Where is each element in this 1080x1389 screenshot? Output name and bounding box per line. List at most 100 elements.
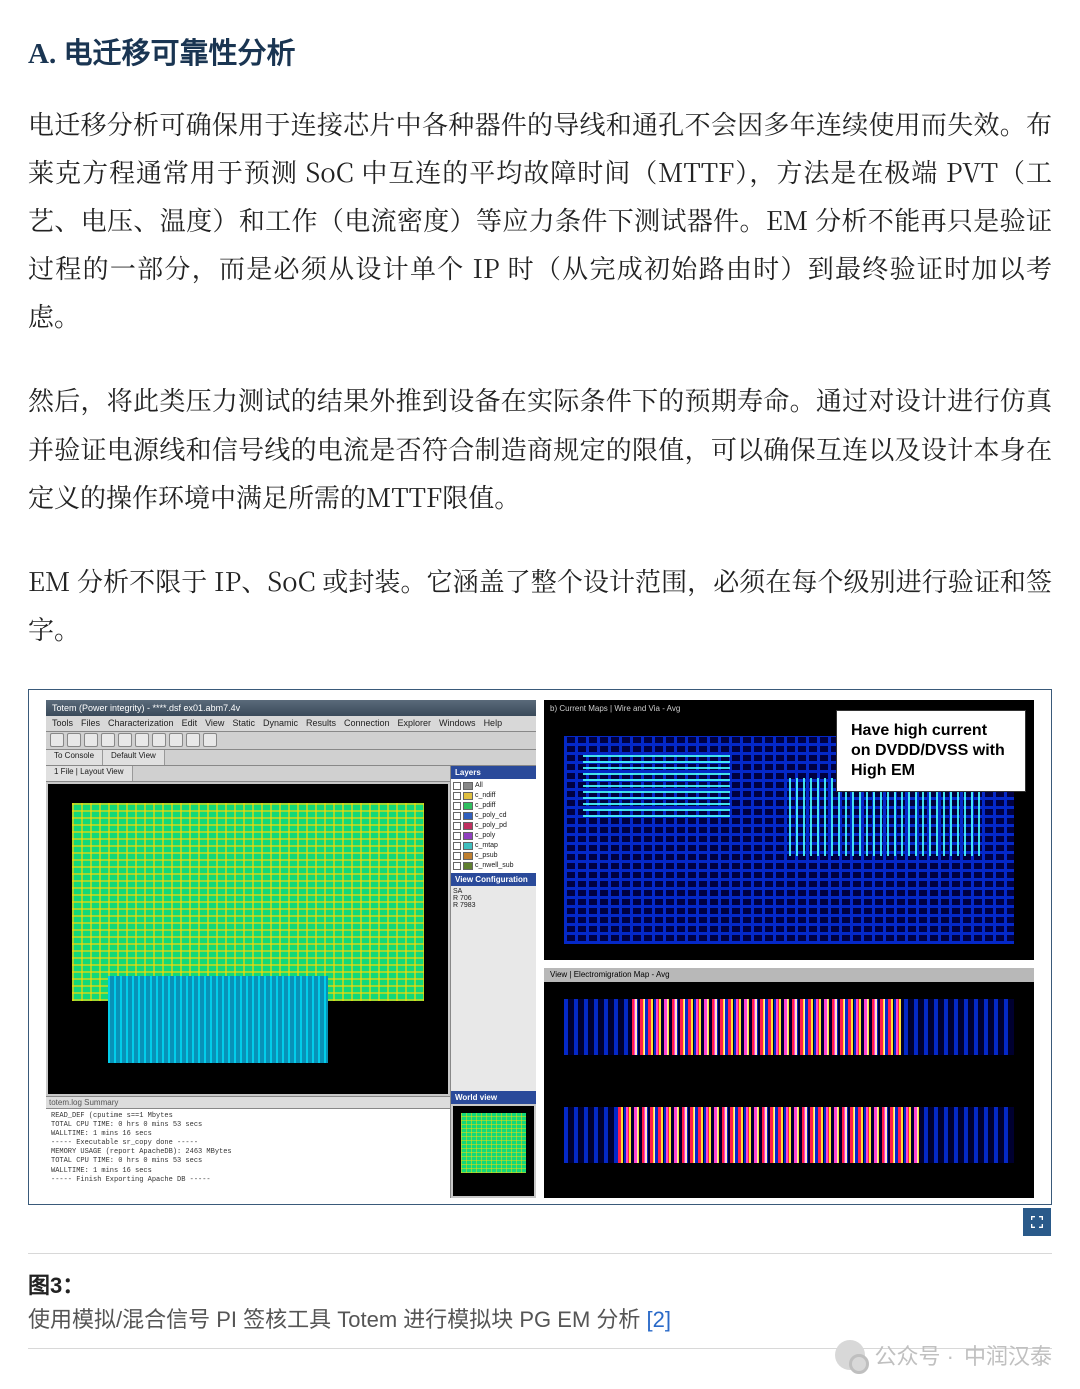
log-line: ----- Executable sr_copy done ----- xyxy=(51,1139,445,1148)
eda-body: 1 File | Layout View totem.log Summary R… xyxy=(46,766,536,1198)
figure-3: Totem (Power integrity) - ****.dsf ex01.… xyxy=(28,689,1052,1205)
mini-map[interactable] xyxy=(453,1106,534,1196)
log-line: WALLTIME: 1 mins 16 secs xyxy=(51,1167,445,1176)
eda-menubar: Tools Files Characterization Edit View S… xyxy=(46,716,536,732)
toolbar-icon[interactable] xyxy=(203,733,217,747)
layer-checkbox[interactable] xyxy=(453,832,461,840)
layer-checkbox[interactable] xyxy=(453,792,461,800)
toolbar-icon[interactable] xyxy=(101,733,115,747)
current-map-title: b) Current Maps | Wire and Via - Avg xyxy=(550,704,680,713)
menu-item[interactable]: Dynamic xyxy=(263,718,298,728)
em-map-body xyxy=(544,982,1034,1198)
layer-checkbox[interactable] xyxy=(453,862,461,870)
view-config-body: SA R 706 R 7983 xyxy=(451,886,536,1091)
layer-swatch xyxy=(463,832,473,840)
layer-row[interactable]: c_ndiff xyxy=(453,791,534,801)
menu-item[interactable]: Results xyxy=(306,718,336,728)
menu-item[interactable]: View xyxy=(205,718,224,728)
layer-label: All xyxy=(475,782,483,789)
menu-item[interactable]: Edit xyxy=(182,718,198,728)
paragraph-3: EM 分析不限于 IP、SoC 或封装。它涵盖了整个设计范围，必须在每个级别进行… xyxy=(28,557,1052,653)
expand-figure-button[interactable] xyxy=(1023,1208,1051,1236)
mini-chip xyxy=(461,1113,526,1173)
menu-item[interactable]: Explorer xyxy=(398,718,432,728)
menu-item[interactable]: Help xyxy=(484,718,503,728)
watermark-prefix: 公众号 · xyxy=(875,1339,954,1371)
toolbar-icon[interactable] xyxy=(50,733,64,747)
config-line: R 706 xyxy=(453,895,534,902)
layer-swatch xyxy=(463,782,473,790)
layer-checkbox[interactable] xyxy=(453,802,461,810)
layer-row[interactable]: c_nwell_sub xyxy=(453,861,534,871)
layer-label: c_poly_pd xyxy=(475,822,507,829)
layer-checkbox[interactable] xyxy=(453,852,461,860)
layer-label: c_psub xyxy=(475,852,498,859)
menu-item[interactable]: Connection xyxy=(344,718,390,728)
eda-left-pane: 1 File | Layout View totem.log Summary R… xyxy=(46,766,450,1198)
eda-side-tabs: 1 File | Layout View xyxy=(46,766,450,782)
log-line: READ_DEF (cputime s==1 Mbytes xyxy=(51,1112,445,1121)
log-tabs[interactable]: totem.log Summary xyxy=(46,1096,450,1108)
watermark-name: 中润汉泰 xyxy=(964,1339,1052,1371)
world-view-header: World view xyxy=(451,1091,536,1104)
toolbar-icon[interactable] xyxy=(84,733,98,747)
em-hotspot xyxy=(618,1107,922,1163)
layer-swatch xyxy=(463,802,473,810)
layer-label: c_poly_cd xyxy=(475,812,507,819)
chip-sub-block xyxy=(108,976,328,1063)
layer-checkbox[interactable] xyxy=(453,842,461,850)
layer-row[interactable]: c_poly_pd xyxy=(453,821,534,831)
caption-text: 使用模拟/混合信号 PI 签核工具 Totem 进行模拟块 PG EM 分析 [… xyxy=(28,1302,1052,1334)
layer-label: c_mtap xyxy=(475,842,498,849)
layer-swatch xyxy=(463,822,473,830)
layer-row[interactable]: c_mtap xyxy=(453,841,534,851)
citation-link[interactable]: [2] xyxy=(647,1307,671,1332)
layer-checkbox[interactable] xyxy=(453,812,461,820)
watermark: 公众号 · 中润汉泰 xyxy=(835,1339,1052,1371)
figure-grid: Totem (Power integrity) - ****.dsf ex01.… xyxy=(39,700,1041,1198)
tab-console[interactable]: To Console xyxy=(46,750,103,765)
log-line: TOTAL CPU TIME: 0 hrs 0 mins 53 secs xyxy=(51,1157,445,1166)
eda-right-pane: Layers Allc_ndiffc_pdiffc_poly_cdc_poly_… xyxy=(450,766,536,1198)
wechat-icon xyxy=(835,1340,865,1370)
layer-row[interactable]: c_poly xyxy=(453,831,534,841)
tab-default-view[interactable]: Default View xyxy=(103,750,165,765)
log-line: TOTAL CPU TIME: 0 hrs 0 mins 53 secs xyxy=(51,1121,445,1130)
layer-label: c_pdiff xyxy=(475,802,496,809)
layer-row[interactable]: All xyxy=(453,781,534,791)
layer-row[interactable]: c_poly_cd xyxy=(453,811,534,821)
layer-row[interactable]: c_psub xyxy=(453,851,534,861)
section-heading: A. 电迁移可靠性分析 xyxy=(28,30,1052,72)
menu-item[interactable]: Windows xyxy=(439,718,476,728)
log-line: MEMORY USAGE (report ApacheDB): 2463 MBy… xyxy=(51,1148,445,1157)
layer-row[interactable]: c_pdiff xyxy=(453,801,534,811)
layer-swatch xyxy=(463,852,473,860)
caption-label: 图3： xyxy=(28,1268,1052,1300)
layer-checkbox[interactable] xyxy=(453,782,461,790)
layout-canvas[interactable] xyxy=(48,784,448,1094)
menu-item[interactable]: Characterization xyxy=(108,718,174,728)
menu-item[interactable]: Files xyxy=(81,718,100,728)
toolbar-icon[interactable] xyxy=(118,733,132,747)
layer-swatch xyxy=(463,842,473,850)
eda-tool-window: Totem (Power integrity) - ****.dsf ex01.… xyxy=(46,700,536,1198)
callout-box: Have high current on DVDD/DVSS with High… xyxy=(836,710,1026,792)
toolbar-icon[interactable] xyxy=(186,733,200,747)
log-line: ----- Finish Exporting Apache DB ----- xyxy=(51,1176,445,1185)
toolbar-icon[interactable] xyxy=(169,733,183,747)
config-line: R 7983 xyxy=(453,902,534,909)
eda-toolbar xyxy=(46,732,536,750)
menu-item[interactable]: Tools xyxy=(52,718,73,728)
current-hotspot xyxy=(583,752,730,817)
menu-item[interactable]: Static xyxy=(232,718,255,728)
caption-text-body: 使用模拟/混合信号 PI 签核工具 Totem 进行模拟块 PG EM 分析 xyxy=(28,1307,647,1332)
layer-checkbox[interactable] xyxy=(453,822,461,830)
toolbar-icon[interactable] xyxy=(67,733,81,747)
tab-layout-view[interactable]: 1 File | Layout View xyxy=(46,766,133,781)
paragraph-2: 然后，将此类压力测试的结果外推到设备在实际条件下的预期寿命。通过对设计进行仿真并… xyxy=(28,376,1052,520)
log-line: WALLTIME: 1 mins 16 secs xyxy=(51,1130,445,1139)
current-map-panel: b) Current Maps | Wire and Via - Avg Hav… xyxy=(544,700,1034,960)
toolbar-icon[interactable] xyxy=(152,733,166,747)
toolbar-icon[interactable] xyxy=(135,733,149,747)
layer-swatch xyxy=(463,862,473,870)
